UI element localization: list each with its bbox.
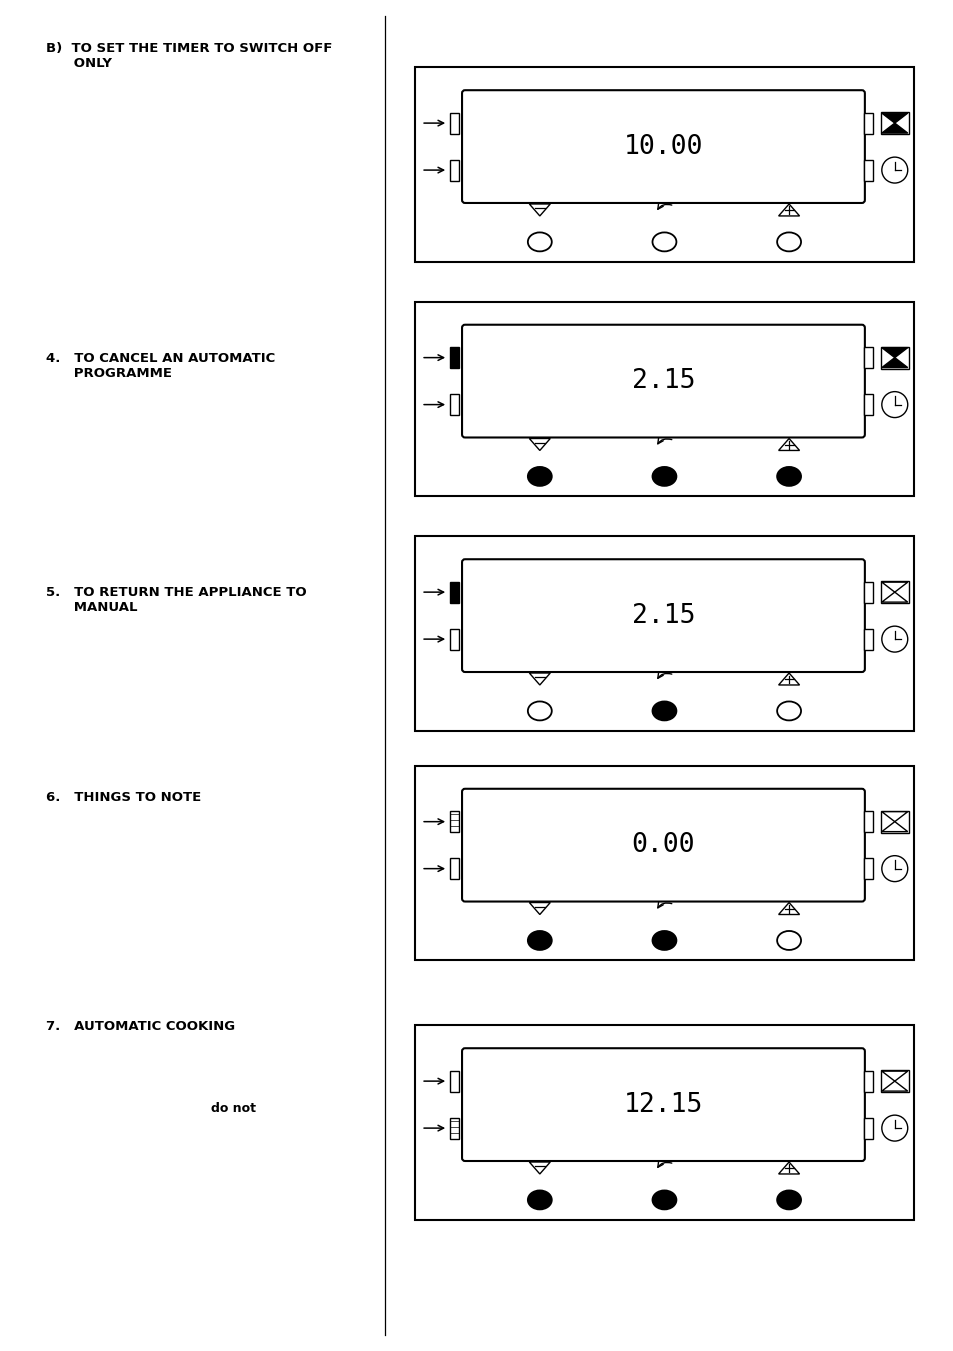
Bar	[863, 394, 872, 415]
Bar	[449, 159, 458, 181]
Text: 2.15: 2.15	[631, 367, 695, 394]
Text: 6.   THINGS TO NOTE: 6. THINGS TO NOTE	[46, 790, 201, 804]
Polygon shape	[529, 439, 550, 450]
Text: 12.15: 12.15	[623, 1092, 702, 1117]
Bar	[863, 159, 872, 181]
Text: 5.   TO RETURN THE APPLIANCE TO
      MANUAL: 5. TO RETURN THE APPLIANCE TO MANUAL	[46, 586, 307, 615]
Bar	[449, 347, 458, 367]
Bar	[449, 112, 458, 134]
Ellipse shape	[527, 701, 551, 720]
Text: 10.00: 10.00	[623, 134, 702, 159]
Bar	[863, 582, 872, 603]
Bar	[863, 858, 872, 880]
Polygon shape	[881, 592, 907, 603]
Ellipse shape	[527, 931, 551, 950]
Ellipse shape	[652, 931, 676, 950]
Polygon shape	[778, 439, 799, 450]
Bar	[863, 811, 872, 832]
Polygon shape	[881, 821, 907, 832]
Polygon shape	[778, 902, 799, 915]
Bar	[449, 1117, 458, 1139]
FancyBboxPatch shape	[415, 1025, 913, 1220]
Bar	[449, 858, 458, 880]
Ellipse shape	[777, 701, 801, 720]
Polygon shape	[529, 673, 550, 685]
Ellipse shape	[652, 232, 676, 251]
FancyBboxPatch shape	[415, 68, 913, 262]
Bar	[863, 1070, 872, 1092]
Polygon shape	[881, 1081, 907, 1092]
Ellipse shape	[652, 701, 676, 720]
Bar	[863, 628, 872, 650]
Polygon shape	[778, 673, 799, 685]
Circle shape	[881, 392, 907, 417]
FancyBboxPatch shape	[415, 301, 913, 496]
Ellipse shape	[777, 467, 801, 486]
Bar	[863, 112, 872, 134]
Bar	[880, 1070, 908, 1092]
Polygon shape	[881, 358, 907, 367]
Bar	[863, 347, 872, 367]
Polygon shape	[881, 1071, 907, 1081]
Polygon shape	[778, 1162, 799, 1174]
Circle shape	[881, 1115, 907, 1142]
FancyBboxPatch shape	[461, 789, 864, 901]
Polygon shape	[881, 582, 907, 592]
Polygon shape	[881, 123, 907, 134]
FancyBboxPatch shape	[461, 324, 864, 438]
Bar	[449, 582, 458, 603]
Polygon shape	[529, 902, 550, 915]
Text: 2.15: 2.15	[631, 603, 695, 628]
Ellipse shape	[527, 1190, 551, 1209]
Ellipse shape	[527, 232, 551, 251]
Ellipse shape	[777, 1190, 801, 1209]
Text: B)  TO SET THE TIMER TO SWITCH OFF
      ONLY: B) TO SET THE TIMER TO SWITCH OFF ONLY	[46, 42, 333, 70]
Text: 4.   TO CANCEL AN AUTOMATIC
      PROGRAMME: 4. TO CANCEL AN AUTOMATIC PROGRAMME	[46, 351, 275, 380]
Bar	[880, 112, 908, 134]
Ellipse shape	[527, 467, 551, 486]
Bar	[880, 347, 908, 369]
Circle shape	[881, 626, 907, 653]
Polygon shape	[881, 812, 907, 821]
Circle shape	[881, 157, 907, 182]
Bar	[880, 581, 908, 603]
FancyBboxPatch shape	[461, 559, 864, 671]
Bar	[449, 394, 458, 415]
Text: 7.   AUTOMATIC COOKING: 7. AUTOMATIC COOKING	[46, 1020, 235, 1034]
Polygon shape	[881, 113, 907, 123]
Polygon shape	[778, 204, 799, 216]
Ellipse shape	[777, 232, 801, 251]
Bar	[863, 1117, 872, 1139]
Bar	[880, 811, 908, 832]
Bar	[449, 811, 458, 832]
Ellipse shape	[652, 1190, 676, 1209]
FancyBboxPatch shape	[415, 536, 913, 731]
Polygon shape	[529, 204, 550, 216]
FancyBboxPatch shape	[461, 1048, 864, 1161]
Circle shape	[881, 855, 907, 882]
Bar	[449, 1070, 458, 1092]
FancyBboxPatch shape	[415, 766, 913, 961]
Polygon shape	[881, 347, 907, 358]
Bar	[449, 628, 458, 650]
Ellipse shape	[652, 467, 676, 486]
Ellipse shape	[777, 931, 801, 950]
Polygon shape	[529, 1162, 550, 1174]
FancyBboxPatch shape	[461, 91, 864, 203]
Text: do not: do not	[211, 1102, 255, 1115]
Text: 0.00: 0.00	[631, 832, 695, 858]
